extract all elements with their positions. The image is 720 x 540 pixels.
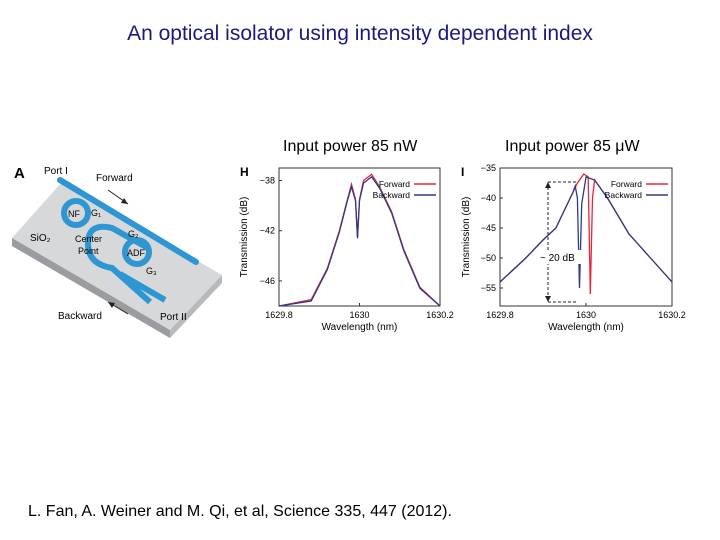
x-tick-label: 1630.2: [658, 310, 686, 320]
y-tick-label: −55: [481, 283, 496, 293]
y-tick-label: −46: [260, 276, 275, 286]
adf-ring: [122, 237, 152, 267]
legend-label: Backward: [605, 190, 643, 200]
caption-high-power: Input power 85 μW: [505, 138, 640, 155]
forward-arrow-head: [121, 198, 128, 204]
nf-ring: [61, 198, 91, 228]
legend-label: Forward: [611, 179, 642, 189]
caption-low-power: Input power 85 nW: [283, 138, 418, 155]
sio2-label: SiO₂: [30, 233, 51, 244]
annotation-arrow-down: [545, 296, 551, 302]
series-line-forward: [499, 173, 673, 295]
y-tick-label: −45: [481, 223, 496, 233]
upper-waveguide: [57, 177, 199, 265]
nf-label: NF: [68, 209, 80, 219]
x-tick-label: 1630: [349, 310, 369, 320]
y-axis-label: Transmission (dB): [239, 197, 250, 278]
y-tick-label: −42: [260, 226, 275, 236]
x-tick-label: 1630: [576, 310, 596, 320]
port-1-label: Port I: [44, 166, 68, 177]
x-tick-label: 1629.8: [265, 310, 293, 320]
plot-frame: [499, 167, 673, 307]
series-line-backward: [499, 176, 673, 289]
x-axis-label: Wavelength (nm): [322, 322, 398, 333]
y-axis-label: Transmission (dB): [461, 197, 472, 278]
u-bend-waveguide: [84, 223, 153, 305]
chip-front-face: [12, 238, 170, 338]
legend-label: Backward: [373, 190, 411, 200]
adf-label: ADF: [127, 248, 146, 258]
annotation-label: ~ 20 dB: [540, 253, 575, 264]
g2-label: G₂: [128, 229, 139, 239]
y-tick-label: −35: [481, 163, 496, 173]
backward-label: Backward: [58, 311, 102, 322]
slide-title: An optical isolator using intensity depe…: [127, 22, 593, 45]
panel-letter: I: [461, 165, 464, 179]
point-label: Point: [78, 246, 99, 256]
chip-side-face: [170, 275, 222, 338]
series-line-backward: [278, 175, 441, 307]
y-tick-label: −38: [260, 176, 275, 186]
y-tick-label: −50: [481, 253, 496, 263]
panel-letter-a: A: [14, 165, 25, 182]
annotation-arrow-up: [545, 182, 551, 188]
annotation-bg: [538, 250, 584, 264]
panel-letter: H: [240, 165, 249, 179]
lower-waveguide: [118, 271, 167, 303]
y-tick-label: −40: [481, 193, 496, 203]
citation: L. Fan, A. Weiner and M. Qi, et al, Scie…: [28, 503, 452, 520]
x-axis-label: Wavelength (nm): [548, 322, 624, 333]
x-tick-label: 1629.8: [486, 310, 514, 320]
center-label: Center: [75, 234, 102, 244]
legend-label: Forward: [379, 179, 410, 189]
g3-label: G₃: [146, 266, 157, 276]
g1-label: G₁: [91, 208, 101, 218]
backward-arrow-head: [108, 302, 115, 308]
x-tick-label: 1630.2: [426, 310, 454, 320]
forward-label: Forward: [96, 173, 133, 184]
port-2-label: Port II: [160, 312, 187, 323]
